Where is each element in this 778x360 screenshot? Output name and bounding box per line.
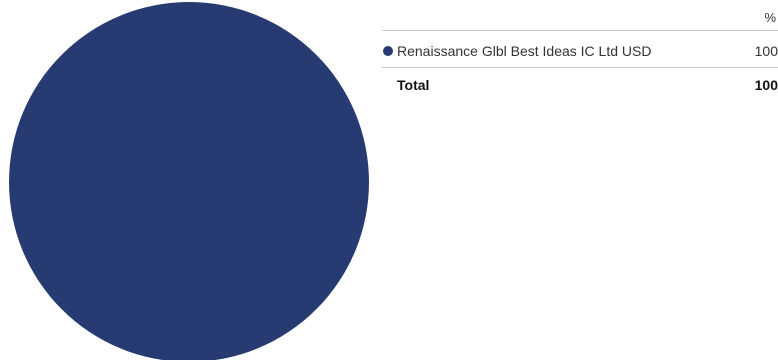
legend-series-name: Renaissance Glbl Best Ideas IC Ltd USD bbox=[397, 43, 652, 59]
total-label: Total bbox=[397, 77, 430, 93]
legend-table: % Renaissance Glbl Best Ideas IC Ltd USD… bbox=[382, 8, 778, 98]
legend-row: Renaissance Glbl Best Ideas IC Ltd USD 1… bbox=[382, 31, 778, 68]
pie-svg bbox=[9, 2, 369, 360]
percent-column-header: % bbox=[764, 10, 776, 25]
legend-total-row: Total 100 bbox=[382, 68, 778, 98]
legend-marker bbox=[383, 46, 393, 56]
legend-series-value: 100 bbox=[754, 43, 778, 59]
total-value: 100 bbox=[754, 77, 778, 93]
pie-slice bbox=[9, 2, 369, 360]
legend-header-row: % bbox=[382, 8, 778, 31]
pie-chart bbox=[8, 1, 370, 360]
